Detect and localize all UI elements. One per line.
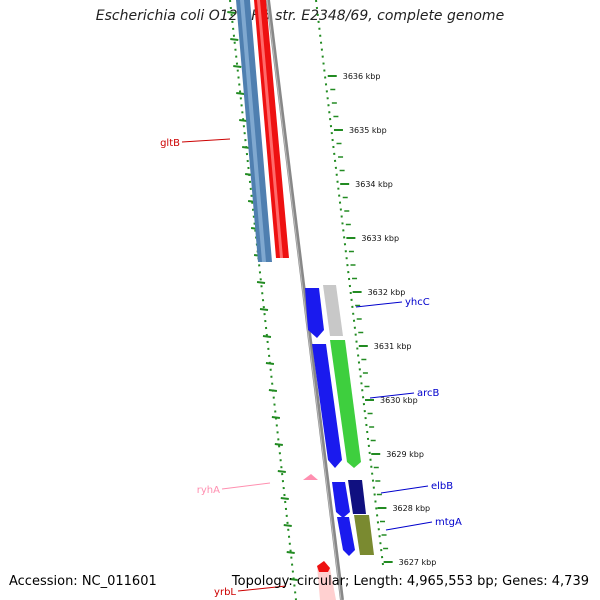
- gene-label-ryhA[interactable]: ryhA: [197, 485, 220, 496]
- inner-ring-tick: [239, 119, 248, 122]
- inner-ring-tick: [265, 362, 275, 365]
- scale-label: 3627 kbp: [399, 558, 437, 567]
- leader-mtgA: [385, 521, 433, 531]
- scale-label: 3630 kbp: [380, 396, 418, 405]
- scale-label: 3632 kbp: [368, 288, 406, 297]
- scale-label: 3631 kbp: [374, 342, 412, 351]
- gene-label-yrbL[interactable]: yrbL: [214, 587, 236, 598]
- inner-ring-tick: [236, 92, 245, 95]
- gene-green-arrow[interactable]: [330, 340, 361, 468]
- scale-label: 3633 kbp: [361, 234, 399, 243]
- inner-ring-tick: [271, 416, 280, 419]
- topology-label: Topology: circular; Length: 4,965,553 bp…: [231, 574, 589, 589]
- gene-leader-lines: [181, 138, 433, 592]
- genome-backbone: [266, 0, 344, 600]
- scale-label: 3629 kbp: [386, 450, 424, 459]
- inner-ring-tick: [274, 443, 283, 446]
- inner-dotted-ring: [229, 0, 297, 600]
- inner-ring-tick: [289, 578, 298, 581]
- scale-label: 3628 kbp: [392, 504, 430, 513]
- scale-label: 3636 kbp: [343, 72, 381, 81]
- leader-arcB: [369, 392, 415, 399]
- accession-label: Accession: NC_011601: [9, 574, 157, 589]
- leader-ryhA: [221, 482, 271, 490]
- inner-ring-tick: [227, 11, 236, 14]
- gene-yrbL-head[interactable]: [317, 561, 330, 572]
- gene-label-yhcC[interactable]: yhcC: [405, 297, 430, 308]
- gene-label-elbB[interactable]: elbB: [431, 481, 453, 492]
- gene-label-arcB[interactable]: arcB: [417, 388, 440, 399]
- gene-features: [236, 0, 374, 600]
- gene-olive-box[interactable]: [354, 515, 374, 555]
- leader-yhcC: [355, 301, 403, 308]
- inner-ring-tick: [259, 308, 269, 311]
- gene-blue-arrow-3[interactable]: [332, 482, 350, 518]
- gene-label-gltB[interactable]: gltB: [160, 138, 180, 149]
- inner-ring-tick: [256, 281, 266, 284]
- gene-labels: gltB yhcC arcB ryhA elbB mtgA yrbL: [160, 138, 462, 598]
- inner-ring-tick: [283, 524, 292, 527]
- gene-label-mtgA[interactable]: mtgA: [435, 517, 462, 528]
- inner-ring-tick: [286, 551, 295, 554]
- gene-red-highlight: [257, 0, 283, 258]
- gene-navy-box[interactable]: [348, 480, 366, 514]
- inner-ring-tick: [262, 335, 272, 338]
- gene-blue-arrow-2[interactable]: [312, 344, 342, 468]
- scale-label: 3634 kbp: [355, 180, 393, 189]
- inner-ring-tick: [268, 389, 278, 392]
- scale-ruler: 3636 kbp 3635 kbp 3634 kbp 3633 kbp 3632 kbp…: [327, 72, 437, 567]
- backbone-highlight: [266, 0, 342, 600]
- leader-gltB: [181, 138, 231, 143]
- inner-ring-tick: [230, 38, 239, 41]
- gene-gltB-highlight: [240, 0, 266, 262]
- gene-blue-arrow-1[interactable]: [305, 288, 324, 338]
- gene-ryhA-marker[interactable]: [303, 474, 318, 480]
- leader-elbB: [380, 485, 429, 494]
- map-title: Escherichia coli O127:H6 str. E2348/69, …: [95, 8, 505, 24]
- gene-grey-box[interactable]: [323, 285, 343, 336]
- gene-blue-arrow-4[interactable]: [337, 517, 355, 556]
- inner-ring-tick: [280, 497, 289, 500]
- leader-yrbL: [237, 585, 287, 592]
- inner-ring-tick: [277, 470, 286, 473]
- inner-ring-tick: [233, 65, 242, 68]
- scale-label: 3635 kbp: [349, 126, 387, 135]
